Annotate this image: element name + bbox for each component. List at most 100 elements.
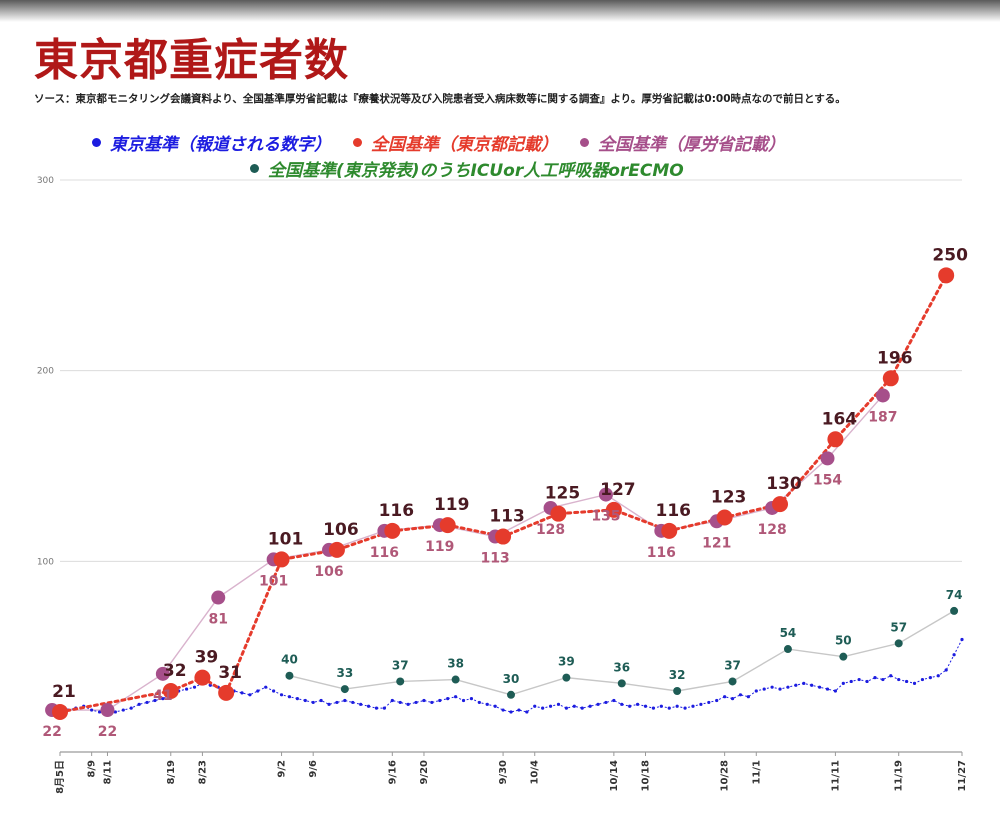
series-point-tokyo xyxy=(588,704,592,708)
series-point-icu xyxy=(617,679,626,688)
series-point-tokyo xyxy=(889,674,893,678)
series-point-national-mhlw xyxy=(820,451,835,466)
series-point-icu xyxy=(396,677,405,686)
series-point-national-tokyo xyxy=(194,669,211,686)
data-label-national-tokyo: 127 xyxy=(600,480,636,500)
legend-label-national-mhlw: 全国基準（厚労省記載） xyxy=(598,135,785,155)
series-point-tokyo xyxy=(928,676,932,680)
legend-dot-national-mhlw xyxy=(580,138,589,147)
series-point-tokyo xyxy=(469,697,474,701)
series-point-tokyo xyxy=(279,693,284,697)
series-point-tokyo xyxy=(493,704,497,708)
x-tick-label: 10/28 xyxy=(720,760,731,792)
series-point-tokyo xyxy=(667,706,671,710)
series-point-icu xyxy=(340,685,349,694)
series-point-tokyo xyxy=(390,698,394,703)
legend-dot-tokyo xyxy=(92,138,101,147)
x-tick-label: 11/1 xyxy=(751,760,762,785)
series-point-tokyo xyxy=(382,706,387,710)
data-label-national-mhlw: 128 xyxy=(536,522,565,538)
series-point-tokyo xyxy=(635,702,640,706)
series-point-tokyo xyxy=(153,698,157,703)
legend-dot-icu xyxy=(250,164,259,173)
series-point-national-tokyo xyxy=(52,703,68,720)
data-label-national-tokyo: 21 xyxy=(52,682,76,702)
data-label-national-mhlw: 116 xyxy=(647,545,676,561)
x-tick-label: 11/19 xyxy=(894,760,905,792)
series-point-tokyo xyxy=(414,700,418,705)
series-point-tokyo xyxy=(398,700,402,705)
series-point-tokyo xyxy=(287,695,292,699)
series-point-tokyo xyxy=(952,653,956,657)
series-point-tokyo xyxy=(454,695,458,699)
series-point-icu xyxy=(562,673,571,682)
legend-item-national-mhlw: 全国基準（厚労省記載） xyxy=(580,130,785,155)
series-point-tokyo xyxy=(794,683,798,687)
series-point-tokyo xyxy=(240,691,244,695)
series-point-tokyo xyxy=(374,706,379,710)
series-point-national-tokyo xyxy=(827,431,844,448)
x-tick-label: 8月5日 xyxy=(54,760,66,794)
data-label-national-tokyo: 31 xyxy=(218,663,242,683)
data-label-national-mhlw: 106 xyxy=(314,564,343,580)
series-point-tokyo xyxy=(715,698,719,703)
series-point-tokyo xyxy=(541,706,545,710)
data-label-national-mhlw: 41 xyxy=(153,688,172,704)
x-tick-label: 10/14 xyxy=(609,760,620,792)
series-point-national-tokyo xyxy=(661,522,678,539)
legend-item-icu: 全国基準(東京発表)のうちICUor人工呼吸器orECMO xyxy=(250,156,684,181)
series-point-tokyo xyxy=(461,698,466,703)
x-tick-label: 8/19 xyxy=(166,760,177,785)
series-point-tokyo xyxy=(327,702,331,706)
series-point-tokyo xyxy=(137,702,141,706)
series-point-tokyo xyxy=(841,681,845,685)
data-label-national-tokyo: 250 xyxy=(932,245,968,265)
data-label-icu: 50 xyxy=(835,634,852,648)
series-point-tokyo xyxy=(786,685,790,689)
page-title: 東京都重症者数 xyxy=(34,35,349,86)
series-point-tokyo xyxy=(311,700,315,705)
x-tick-label: 10/18 xyxy=(641,760,652,792)
series-point-national-mhlw xyxy=(211,590,226,605)
series-point-tokyo xyxy=(335,700,339,705)
data-label-icu: 39 xyxy=(558,655,575,669)
series-point-tokyo xyxy=(833,689,838,693)
series-point-tokyo xyxy=(272,689,276,693)
series-point-tokyo xyxy=(161,697,165,701)
series-point-tokyo xyxy=(303,698,307,703)
data-label-national-tokyo: 196 xyxy=(877,348,913,368)
series-point-tokyo xyxy=(438,698,442,703)
series-point-tokyo xyxy=(762,687,766,691)
series-point-tokyo xyxy=(612,698,616,703)
series-point-tokyo xyxy=(770,685,774,689)
series-point-tokyo xyxy=(960,637,964,642)
data-label-national-tokyo: 116 xyxy=(655,501,691,521)
series-point-tokyo xyxy=(145,700,149,705)
data-label-icu: 33 xyxy=(336,666,353,680)
series-point-icu xyxy=(451,675,460,684)
series-point-tokyo xyxy=(604,700,608,705)
series-point-tokyo xyxy=(113,710,117,714)
data-label-national-mhlw: 128 xyxy=(757,522,786,538)
data-label-national-mhlw: 135 xyxy=(591,509,620,525)
series-point-tokyo xyxy=(366,704,371,708)
series-point-tokyo xyxy=(264,685,268,689)
series-point-tokyo xyxy=(912,681,917,685)
series-point-icu xyxy=(839,652,848,661)
series-point-tokyo xyxy=(525,710,529,714)
data-label-icu: 57 xyxy=(890,620,907,634)
series-point-national-tokyo xyxy=(772,496,789,513)
series-point-tokyo xyxy=(406,702,410,706)
data-label-national-mhlw: 187 xyxy=(868,409,897,425)
series-point-tokyo xyxy=(691,704,695,708)
series-point-tokyo xyxy=(738,693,743,697)
legend-label-tokyo: 東京基準（報道される数字） xyxy=(110,135,331,155)
series-line-national-mhlw xyxy=(52,394,884,711)
legend-row-2: 全国基準(東京発表)のうちICUor人工呼吸器orECMO xyxy=(250,156,706,181)
series-point-tokyo xyxy=(936,674,940,678)
series-point-national-mhlw xyxy=(155,666,170,681)
series-point-national-tokyo xyxy=(384,522,401,539)
series-point-tokyo xyxy=(897,677,901,682)
data-label-icu: 54 xyxy=(780,626,797,640)
